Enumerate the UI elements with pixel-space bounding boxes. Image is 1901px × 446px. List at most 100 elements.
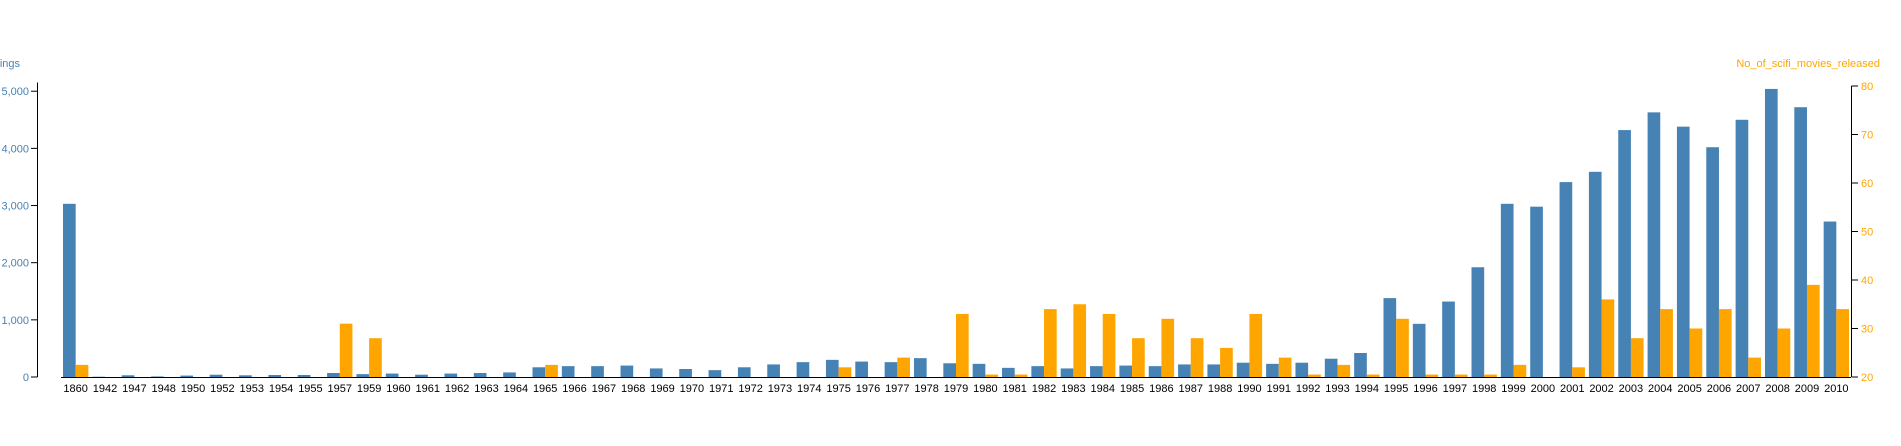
x-tick-label: 2008 — [1765, 383, 1789, 395]
x-tick-label: 1991 — [1267, 383, 1291, 395]
ufo-sightings-bar — [1500, 203, 1514, 377]
scifi-movies-bar — [1366, 374, 1380, 377]
x-tick-label: 2004 — [1648, 383, 1672, 395]
left-tick-label: 0 — [23, 372, 29, 384]
x-tick-label: 2001 — [1560, 383, 1584, 395]
x-tick-label: 2009 — [1795, 383, 1819, 395]
scifi-movies-bar — [1161, 318, 1175, 377]
x-tick-label: 1994 — [1355, 383, 1379, 395]
x-tick-label: 1955 — [298, 383, 322, 395]
x-tick-label: 1977 — [885, 383, 909, 395]
x-tick-label: 1969 — [650, 383, 674, 395]
ufo-sightings-bar — [708, 370, 722, 377]
right-tick-label: 80 — [1861, 81, 1873, 93]
ufo-sightings-bar — [1236, 362, 1250, 377]
x-tick-label: 1971 — [709, 383, 733, 395]
ufo-sightings-bar — [121, 375, 135, 377]
ufo-sightings-bar — [737, 367, 751, 377]
ufo-sightings-bar — [1618, 130, 1631, 377]
scifi-movies-bar — [1748, 357, 1761, 377]
ufo-sightings-bar — [385, 373, 399, 377]
ufo-sightings-bar — [1706, 147, 1719, 377]
ufo-sightings-bar — [884, 362, 898, 377]
x-tick-label: 2002 — [1589, 383, 1613, 395]
scifi-movies-bar — [1308, 374, 1321, 377]
ufo-sightings-bar — [1735, 119, 1749, 377]
scifi-movies-bar — [1572, 367, 1585, 377]
ufo-sightings-bar — [561, 366, 575, 377]
x-tick-label: 1957 — [328, 383, 352, 395]
left-y-axis: 0 1,000 2,000 3,000 4,000 5,000 — [1, 82, 38, 384]
ufo-sightings-bar — [444, 373, 458, 377]
x-tick-label: 2006 — [1707, 383, 1731, 395]
x-tick-label: 1960 — [386, 383, 410, 395]
ufo-sightings-bar — [767, 364, 780, 377]
ufo-sightings-bar — [239, 375, 252, 377]
ufo-sightings-bar — [1324, 358, 1338, 377]
x-tick-label: 1965 — [533, 383, 557, 395]
x-tick-label: 1973 — [768, 383, 792, 395]
x-tick-label: 1959 — [357, 383, 381, 395]
ufo-sightings-bar — [1090, 366, 1103, 377]
ufo-sightings-bar — [679, 369, 692, 377]
x-tick-label: 1961 — [416, 383, 440, 395]
scifi-movies-bar — [1689, 328, 1703, 377]
scifi-movies-bar — [1601, 299, 1615, 377]
right-y-axis: 20 30 40 50 60 70 80 — [1851, 81, 1873, 384]
left-axis-title: UFO Sightings — [0, 58, 20, 70]
ufo-sightings-bar — [972, 363, 986, 377]
scifi-movies-bar — [1484, 374, 1497, 377]
x-tick-label: 1967 — [592, 383, 616, 395]
right-tick-label: 20 — [1861, 372, 1873, 384]
left-tick-label: 3,000 — [1, 201, 29, 213]
ufo-sightings-bar — [591, 366, 604, 377]
ufo-sightings-bar — [913, 358, 927, 377]
scifi-movies-bar — [1513, 364, 1527, 378]
x-tick-label: 1962 — [445, 383, 469, 395]
x-tick-label: 1972 — [738, 383, 762, 395]
x-axis: 1860 1942 1947 1948 1950 1952 1953 1954 1955 1957… — [61, 377, 1851, 395]
scifi-movies-bar — [1425, 374, 1439, 377]
ufo-sightings-bar — [1148, 366, 1162, 377]
ufo-sightings-bar — [943, 363, 956, 377]
x-tick-label: 1970 — [680, 383, 704, 395]
x-tick-label: 1954 — [269, 383, 293, 395]
right-tick-label: 70 — [1861, 130, 1873, 142]
ufo-sightings-bar — [1823, 221, 1837, 377]
x-tick-label: 1953 — [239, 383, 263, 395]
ufo-sightings-bar — [1647, 112, 1661, 378]
scifi-movies-bar — [956, 313, 969, 377]
ufo-sightings-bar — [855, 361, 868, 377]
ufo-sightings-bar — [209, 374, 223, 377]
ufo-sightings-series — [63, 88, 1837, 378]
ufo-sightings-bar — [532, 367, 546, 377]
scifi-movies-bar — [1249, 313, 1263, 377]
x-tick-label: 2000 — [1531, 383, 1555, 395]
scifi-movies-bar — [1073, 304, 1087, 377]
ufo-sightings-bar — [1119, 365, 1133, 377]
ufo-sightings-bar — [1530, 206, 1543, 377]
scifi-movies-bar — [1777, 328, 1791, 377]
x-tick-label: 1978 — [914, 383, 938, 395]
x-tick-label: 2005 — [1677, 383, 1701, 395]
x-tick-label: 1952 — [210, 383, 234, 395]
scifi-movies-bar — [1278, 357, 1292, 377]
scifi-movies-bar — [1337, 364, 1351, 378]
ufo-sightings-bar — [1676, 126, 1690, 378]
scifi-movies-bar — [1220, 347, 1233, 377]
x-tick-label: 1860 — [63, 383, 87, 395]
x-tick-label: 1982 — [1032, 383, 1056, 395]
ufo-sightings-bar — [473, 373, 487, 377]
x-tick-label: 1942 — [93, 383, 117, 395]
x-tick-label: 1985 — [1120, 383, 1144, 395]
x-tick-label: 1976 — [856, 383, 880, 395]
scifi-movies-bar — [1190, 338, 1204, 377]
x-tick-label: 1992 — [1296, 383, 1320, 395]
ufo-sightings-bar — [1178, 364, 1191, 377]
scifi-movies-bar — [369, 338, 382, 377]
x-tick-label: 1993 — [1325, 383, 1349, 395]
scifi-movies-bar — [75, 364, 89, 378]
x-tick-label: 1974 — [797, 383, 821, 395]
scifi-movies-bar — [1660, 309, 1673, 377]
